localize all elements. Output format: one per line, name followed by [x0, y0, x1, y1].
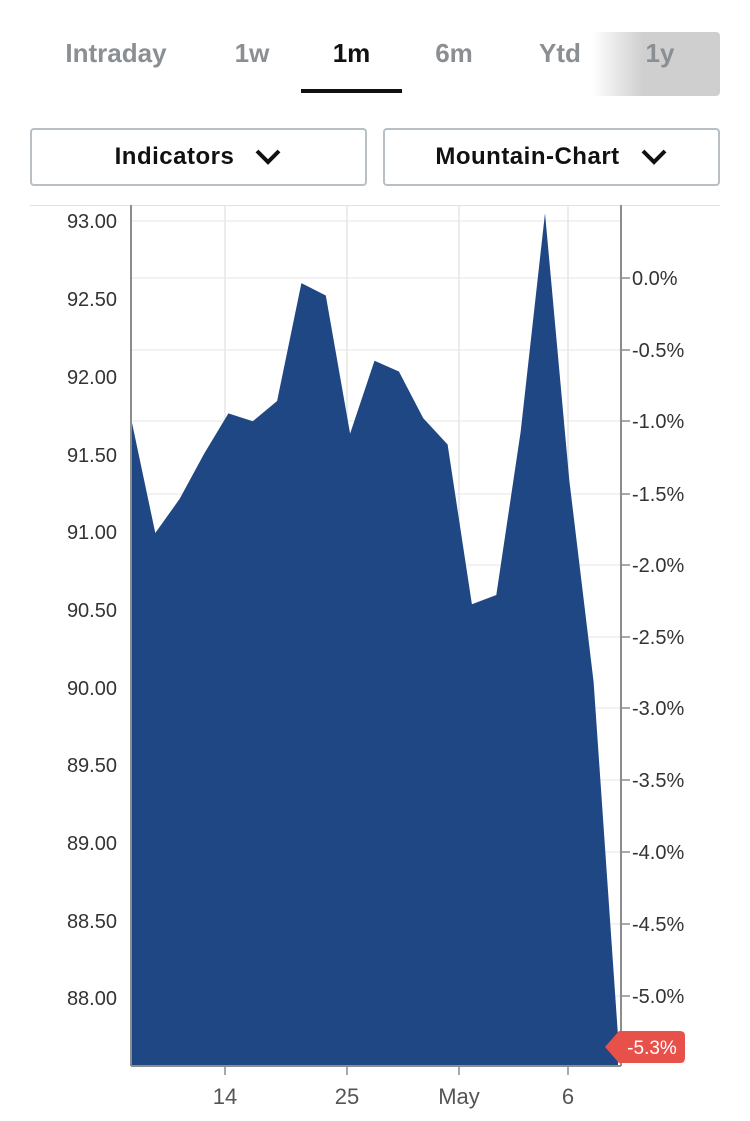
y-axis-left: 93.00 92.50 92.00 91.50 91.00 90.50 90.00 89.50… — [67, 211, 117, 1010]
chevron-down-icon — [254, 147, 282, 167]
chart-axes — [130, 205, 622, 1067]
y2-tick-label: -4.5% — [632, 914, 684, 936]
x-tick-label: May — [438, 1084, 480, 1109]
last-change-badge: -5.3% — [605, 1031, 685, 1063]
y-axis-right: 0.0% -0.5% -1.0% -1.5% -2.0% -2.5% -3.0% -3.5% -… — [621, 268, 684, 1008]
y-tick-label: 90.50 — [67, 600, 117, 622]
active-tab-indicator — [301, 89, 402, 93]
y2-tick-label: -4.0% — [632, 842, 684, 864]
y2-tick-label: -1.5% — [632, 484, 684, 506]
y-tick-label: 88.00 — [67, 988, 117, 1010]
y-tick-label: 91.50 — [67, 445, 117, 467]
y2-tick-label: -2.5% — [632, 627, 684, 649]
y-tick-label: 89.50 — [67, 755, 117, 777]
tab-intraday[interactable]: Intraday — [65, 37, 167, 68]
tab-1w[interactable]: 1w — [234, 37, 270, 68]
y2-tick-label: -2.0% — [632, 555, 684, 577]
indicators-dropdown[interactable]: Indicators — [30, 128, 367, 186]
chart-type-dropdown[interactable]: Mountain-Chart — [383, 128, 720, 186]
tab-1y[interactable]: 1y — [645, 37, 675, 68]
y-tick-label: 92.00 — [67, 367, 117, 389]
timeframe-tabs: Intraday 1w 1m 6m Ytd 1y — [0, 0, 750, 100]
y2-tick-label: -3.5% — [632, 770, 684, 792]
chart-top-divider — [30, 205, 720, 206]
y-tick-label: 90.00 — [67, 678, 117, 700]
y2-tick-label: -3.0% — [632, 698, 684, 720]
chart-type-label: Mountain-Chart — [435, 143, 620, 170]
indicators-label: Indicators — [114, 143, 235, 170]
tabs-scroll-fade — [592, 32, 720, 96]
y-tick-label: 89.00 — [67, 833, 117, 855]
tab-ytd[interactable]: Ytd — [539, 37, 581, 68]
y-tick-label: 88.50 — [67, 911, 117, 933]
last-change-label: -5.3% — [627, 1038, 677, 1059]
x-tick-label: 14 — [213, 1084, 237, 1109]
x-tick-label: 6 — [562, 1084, 574, 1109]
x-axis: 14 25 May 6 — [213, 1066, 574, 1109]
y2-tick-label: -5.0% — [632, 986, 684, 1008]
y-tick-label: 91.00 — [67, 522, 117, 544]
y2-tick-label: 0.0% — [632, 268, 678, 290]
y-tick-label: 92.50 — [67, 289, 117, 311]
x-tick-label: 25 — [335, 1084, 359, 1109]
last-change-badge-shape — [605, 1031, 685, 1063]
tab-6m[interactable]: 6m — [435, 37, 473, 68]
chevron-down-icon — [640, 147, 668, 167]
price-area — [131, 213, 618, 1066]
tab-1m[interactable]: 1m — [332, 37, 371, 68]
y2-tick-label: -1.0% — [632, 411, 684, 433]
y-tick-label: 93.00 — [67, 211, 117, 233]
y2-tick-label: -0.5% — [632, 340, 684, 362]
